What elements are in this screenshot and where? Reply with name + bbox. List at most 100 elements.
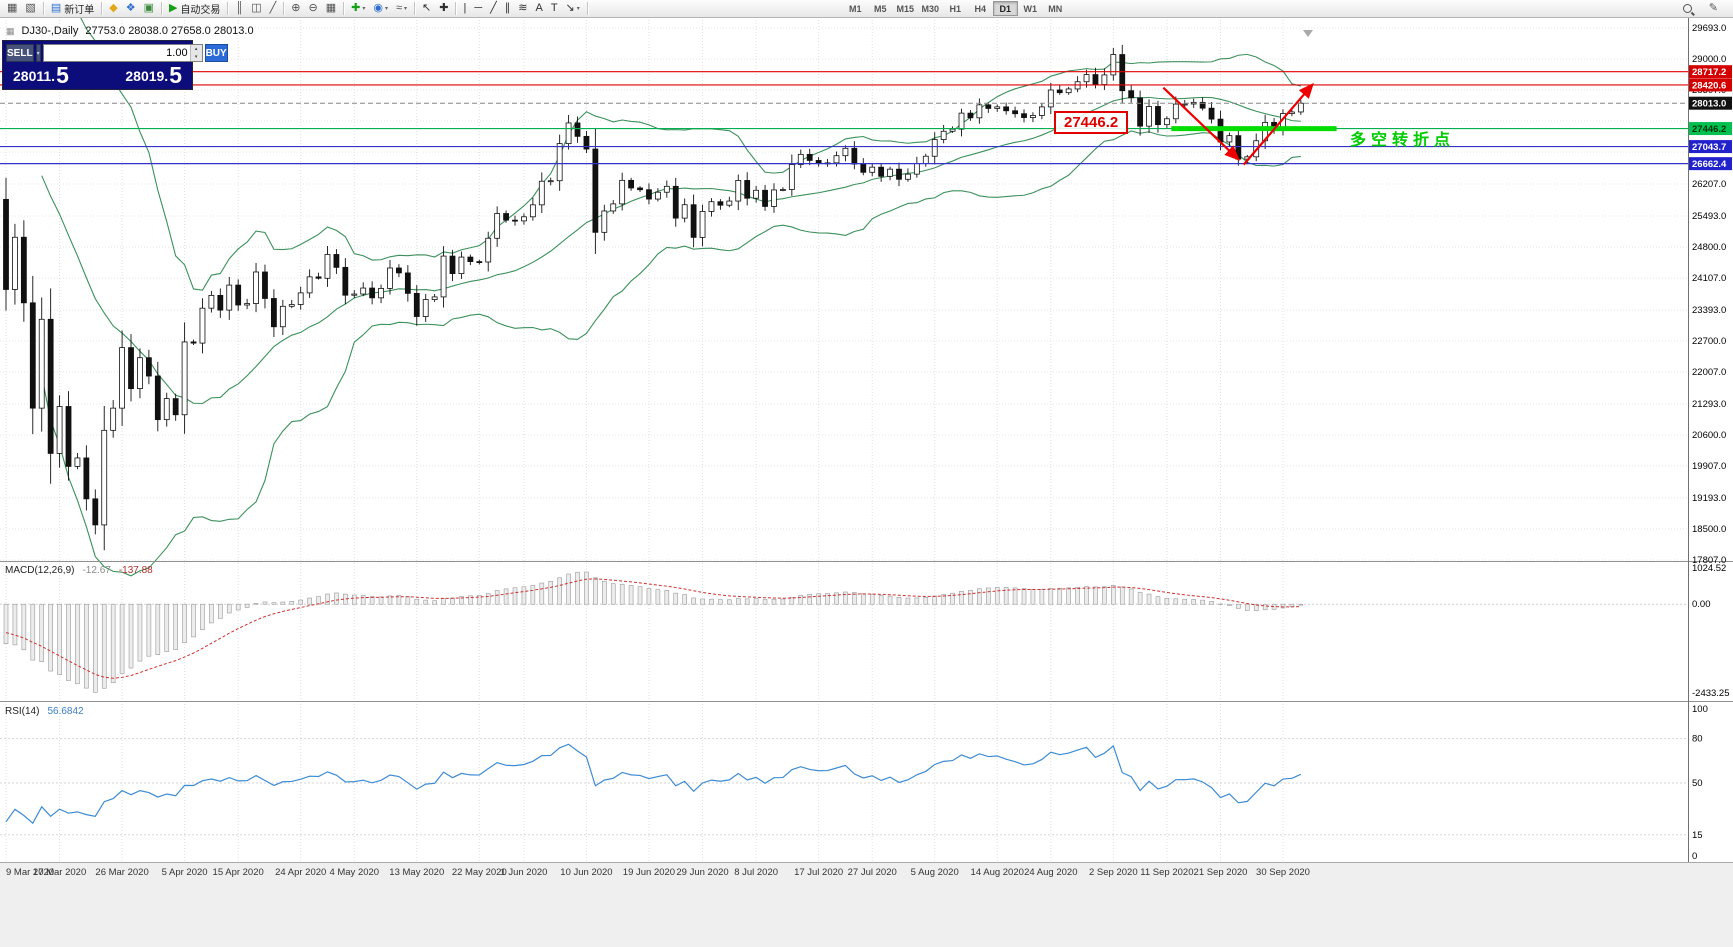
new-order-button[interactable]: ▤ 新订单: [47, 1, 98, 17]
volume-input[interactable]: [43, 45, 190, 61]
terminal-button[interactable]: ▣: [140, 1, 158, 17]
price-level-badge: 27043.7: [1692, 142, 1726, 153]
macd-name: MACD(12,26,9): [5, 565, 75, 576]
volume-increase-button[interactable]: ▴: [190, 45, 202, 53]
x-axis-label: 17 Jul 2020: [794, 867, 843, 878]
price-axis-label: 17807.0: [1692, 555, 1726, 566]
new-chart-icon: ▦: [7, 2, 18, 14]
profiles-button[interactable]: ▧: [21, 1, 39, 17]
x-axis-label: 4 May 2020: [329, 867, 379, 878]
timeframe-h4-button[interactable]: H4: [968, 1, 993, 16]
one-click-trading-panel: SELL ▾ ▴ ▾ BUY 28011.5 28019.5: [2, 40, 228, 90]
tile-windows-icon: ▦: [325, 2, 337, 14]
volume-decrease-button[interactable]: ▾: [190, 53, 202, 61]
fibonacci-button[interactable]: ≋: [514, 1, 531, 17]
annotation-note[interactable]: 多空转折点: [1350, 132, 1456, 149]
candles-chart-button[interactable]: ◫: [247, 1, 265, 17]
price-level-badge: 26662.4: [1692, 159, 1727, 170]
macd-signal-value: -137.88: [118, 565, 153, 576]
sell-button[interactable]: SELL: [6, 44, 34, 62]
autotrade-button[interactable]: ▶ 自动交易: [165, 1, 224, 17]
timeframe-m15-button[interactable]: M15: [893, 1, 918, 16]
rsi-name: RSI(14): [5, 706, 40, 717]
chart-symbol-header: ▦ DJ30-,Daily 27753.0 28038.0 27658.0 28…: [6, 25, 254, 37]
trade-prices-row: 28011. 5 28019. 5: [6, 62, 189, 87]
x-axis-label: 24 Aug 2020: [1024, 867, 1077, 878]
cursor-button[interactable]: ↖: [418, 1, 435, 17]
bars-chart-icon: ║: [235, 2, 244, 14]
zoom-in-button[interactable]: ⊕: [287, 1, 304, 17]
templates-button[interactable]: ≈ ▾: [392, 1, 411, 17]
x-axis-label: 11 Sep 2020: [1140, 867, 1193, 878]
navigator-button[interactable]: ❖: [122, 1, 140, 17]
zoom-out-button[interactable]: ⊖: [304, 1, 321, 17]
cursor-icon: ↖: [422, 2, 432, 14]
chart-icon: ▦: [6, 25, 15, 36]
macd-main-value: -12.67: [82, 565, 111, 576]
price-axis-label: 29693.0: [1692, 23, 1726, 34]
objects-button[interactable]: ◉ ▾: [369, 1, 392, 17]
timeframe-m1-button[interactable]: M1: [843, 1, 868, 16]
toolbar-separator: [414, 2, 416, 15]
indicators-icon: ✚: [351, 2, 361, 14]
toolbar-separator: [227, 2, 229, 15]
price-level-badge: 27446.2: [1692, 124, 1726, 135]
x-axis-label: 26 Mar 2020: [95, 867, 148, 878]
crosshair-button[interactable]: ✚: [435, 1, 452, 17]
channel-button[interactable]: ∥: [501, 1, 515, 17]
macd-indicator-label: MACD(12,26,9) -12.67 -137.88: [5, 565, 153, 576]
new-chart-button[interactable]: ▦: [3, 1, 21, 17]
sell-options-caret-icon[interactable]: ▾: [35, 44, 41, 62]
timeframe-d1-button[interactable]: D1: [992, 1, 1018, 16]
quick-edit-button[interactable]: ✎: [1705, 1, 1722, 17]
price-level-badge: 28013.0: [1692, 99, 1726, 110]
text-label-button[interactable]: T: [547, 1, 562, 17]
trendline-icon: ╱: [490, 2, 497, 14]
sell-price-base: 28011.: [13, 68, 56, 84]
objects-icon: ◉: [373, 2, 383, 14]
zoom-out-icon: ⊖: [308, 2, 318, 14]
search-button[interactable]: [1679, 1, 1696, 17]
trendline-button[interactable]: ╱: [486, 1, 501, 17]
sell-price[interactable]: 28011. 5: [13, 64, 69, 87]
x-axis-label: 27 Jul 2020: [848, 867, 897, 878]
market-watch-button[interactable]: ◆: [105, 1, 121, 17]
x-axis-label: 21 Sep 2020: [1194, 867, 1248, 878]
price-axis-label: 20600.0: [1692, 430, 1726, 441]
buy-button[interactable]: BUY: [204, 44, 228, 62]
horizontal-line-button[interactable]: ─: [470, 1, 486, 17]
text-button[interactable]: A: [531, 1, 546, 17]
timeframe-w1-button[interactable]: W1: [1018, 1, 1043, 16]
timeframe-m30-button[interactable]: M30: [918, 1, 943, 16]
symbol-name: DJ30-,Daily: [21, 25, 79, 37]
line-chart-button[interactable]: ╱: [266, 1, 281, 17]
tile-windows-button[interactable]: ▦: [322, 1, 340, 17]
crosshair-icon: ✚: [439, 2, 449, 14]
buy-price[interactable]: 28019. 5: [125, 64, 182, 87]
x-axis-label: 17 Mar 2020: [33, 867, 86, 878]
market-watch-icon: ◆: [109, 2, 118, 14]
indicators-button[interactable]: ✚ ▾: [347, 1, 369, 17]
x-axis-label: 1 Jun 2020: [500, 867, 547, 878]
bars-chart-button[interactable]: ║: [231, 1, 247, 17]
text-label-icon: T: [550, 2, 558, 14]
x-axis-label: 8 Jul 2020: [734, 867, 778, 878]
svg-text:0: 0: [1692, 851, 1697, 862]
line-chart-icon: ╱: [269, 2, 277, 14]
timeframe-m5-button[interactable]: M5: [868, 1, 893, 16]
arrows-tool-button[interactable]: ↘ ▾: [562, 1, 584, 17]
toolbar-separator: [455, 2, 457, 15]
volume-field: ▴ ▾: [42, 44, 203, 62]
timeframe-h1-button[interactable]: H1: [943, 1, 968, 16]
rsi-indicator-label: RSI(14) 56.6842: [5, 706, 84, 717]
timeframe-mn-button[interactable]: MN: [1043, 1, 1068, 16]
x-axis-label: 5 Aug 2020: [911, 867, 959, 878]
price-axis-label: 19907.0: [1692, 461, 1726, 472]
arrows-tool-icon: ↘: [565, 2, 575, 14]
price-axis-label: 21293.0: [1692, 399, 1726, 410]
price-level-tag[interactable]: 27446.2: [1054, 111, 1129, 134]
vertical-line-button[interactable]: |: [459, 1, 470, 17]
main-toolbar: ▦ ▧ ▤ 新订单 ◆ ❖ ▣ ▶ 自动交易 ║ ◫ ╱ ⊕ ⊖ ▦ ✚ ▾ ◉ ▾ ≈ ▾ ↖ ✚ | ─ ╱ ∥ ≋ A T ↘ ▾ M1 M…: [0, 0, 1733, 18]
